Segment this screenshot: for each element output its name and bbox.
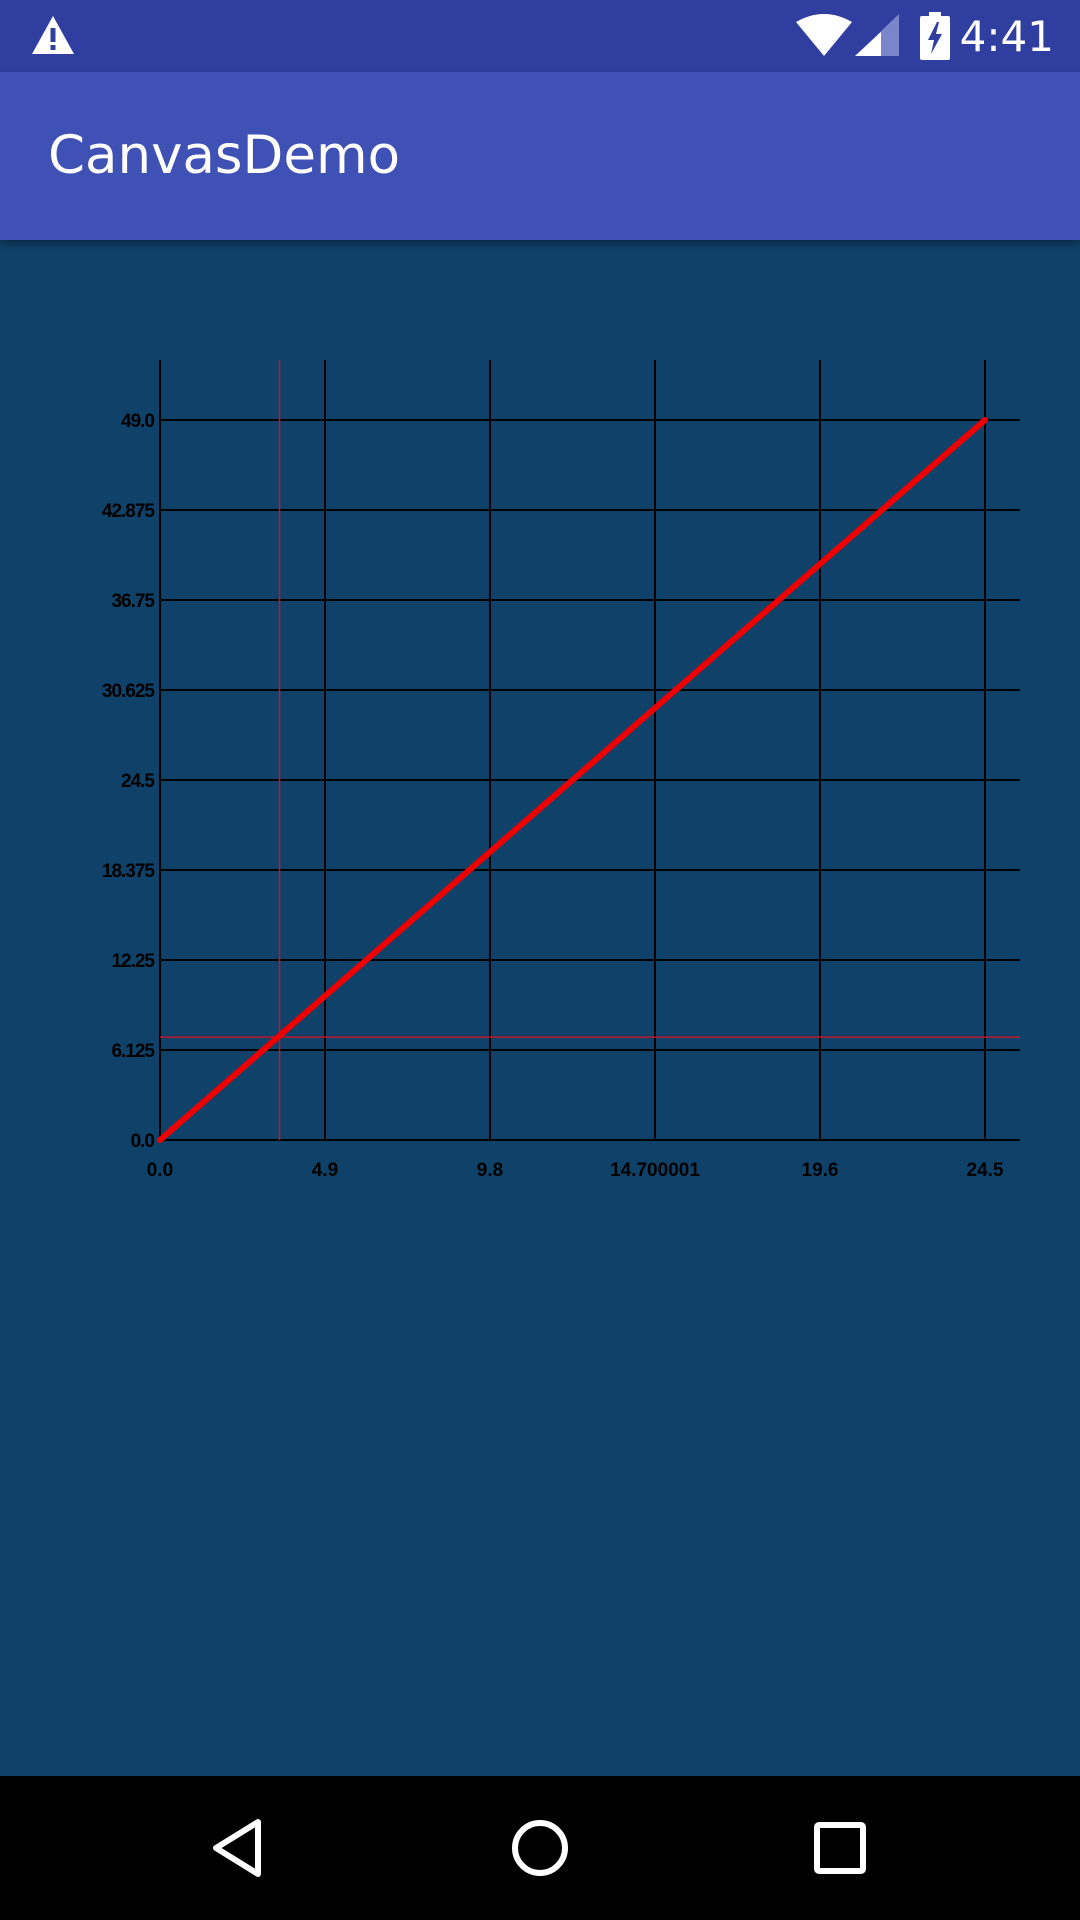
x-tick-label: 19.6	[802, 1160, 839, 1181]
x-tick-label: 24.5	[967, 1160, 1004, 1181]
series-line	[157, 417, 988, 1143]
app-title: CanvasDemo	[48, 125, 401, 186]
warning-icon	[32, 16, 74, 54]
back-icon	[213, 1819, 261, 1877]
back-button[interactable]	[196, 1806, 286, 1890]
y-tick-label: 12.25	[111, 951, 155, 972]
y-tick-label: 49.0	[121, 411, 154, 432]
line-chart: 0.0 4.9 9.8 14.700001 19.6 24.5 0.0 6.125 12.25 1…	[102, 360, 1020, 1181]
navigation-bar	[0, 1776, 1080, 1920]
home-icon	[512, 1820, 568, 1876]
recents-icon	[814, 1822, 866, 1874]
chart-canvas[interactable]: 0.0 4.9 9.8 14.700001 19.6 24.5 0.0 6.125 12.25 1…	[0, 240, 1080, 1776]
cell-signal-icon	[855, 14, 899, 56]
y-tick-label: 30.625	[102, 681, 156, 702]
y-tick-label: 24.5	[121, 771, 155, 792]
wifi-icon	[796, 14, 852, 56]
x-tick-label: 14.700001	[610, 1160, 700, 1181]
y-tick-label: 42.875	[102, 501, 156, 522]
home-button[interactable]	[495, 1806, 585, 1890]
clock: 4:41	[959, 12, 1054, 61]
x-tick-label: 4.9	[312, 1160, 338, 1181]
x-tick-label: 0.0	[147, 1160, 173, 1181]
y-tick-label: 18.375	[102, 861, 156, 882]
y-tick-label: 36.75	[111, 591, 155, 612]
y-tick-label: 6.125	[111, 1041, 155, 1062]
status-bar: 4:41	[0, 0, 1080, 72]
x-tick-label: 9.8	[477, 1160, 503, 1181]
battery-charging-icon	[920, 12, 950, 60]
app-bar	[0, 72, 1080, 240]
recents-button[interactable]	[795, 1806, 885, 1890]
y-tick-label: 0.0	[131, 1131, 155, 1152]
